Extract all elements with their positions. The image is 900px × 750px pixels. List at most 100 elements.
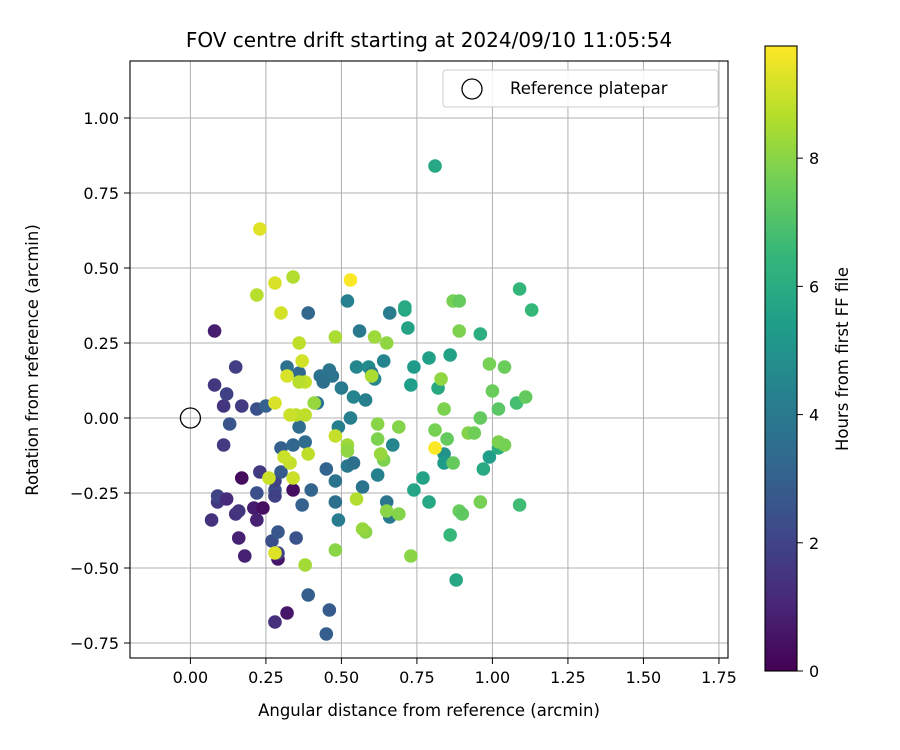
scatter-point: [328, 330, 343, 344]
x-tick-label: 0.75: [399, 668, 435, 687]
scatter-point: [355, 522, 370, 536]
scatter-point: [398, 300, 412, 314]
scatter-point: [512, 282, 527, 296]
scatter-point: [250, 513, 264, 527]
scatter-point: [367, 330, 382, 344]
scatter-point: [485, 384, 500, 398]
scatter-point: [298, 408, 312, 422]
colorbar-tick-label: 2: [809, 534, 819, 553]
legend: Reference platepar: [442, 69, 719, 108]
scatter-point: [370, 468, 385, 482]
scatter-point: [292, 336, 306, 350]
scatter-point: [376, 354, 391, 368]
scatter-point: [328, 474, 343, 488]
scatter-point: [256, 501, 270, 515]
scatter-point: [352, 324, 367, 338]
scatter-point: [283, 408, 297, 422]
scatter-point: [497, 360, 512, 374]
scatter-point: [319, 627, 334, 641]
scatter-point: [440, 432, 454, 446]
scatter-point: [473, 495, 488, 509]
scatter-point: [422, 351, 436, 365]
scatter-point: [467, 426, 482, 440]
scatter-point: [443, 528, 457, 542]
scatter-point: [286, 483, 300, 497]
colorbar-tick-label: 4: [809, 406, 819, 425]
colorbar: 0 2 4 6 8 Hours from first FF file: [764, 45, 852, 681]
colorbar-ticks: 0 2 4 6 8: [797, 149, 819, 681]
reference-point-marker: [179, 407, 202, 429]
scatter-point: [292, 420, 306, 434]
scatter-point: [280, 606, 294, 620]
colorbar-tick-label: 0: [809, 662, 819, 681]
scatter-point: [268, 489, 282, 503]
x-axis-label: Angular distance from reference (arcmin): [258, 701, 600, 720]
scatter-point: [437, 402, 451, 416]
scatter-point: [277, 450, 291, 464]
scatter-point: [434, 372, 448, 386]
scatter-point: [343, 273, 358, 287]
scatter-point: [286, 270, 300, 284]
scatter-point: [234, 471, 249, 485]
scatter-point: [428, 441, 442, 455]
x-tick-label: 0.00: [173, 668, 209, 687]
scatter-point: [404, 549, 418, 563]
scatter-point: [385, 438, 400, 452]
scatter-point: [404, 378, 418, 392]
scatter-point: [370, 417, 385, 431]
scatter-point: [512, 498, 527, 512]
scatter-point: [355, 480, 370, 494]
scatter-point: [268, 276, 282, 290]
scatter-point: [358, 393, 373, 407]
scatter-point: [373, 447, 388, 461]
scatter-point: [228, 360, 243, 374]
scatter-point: [497, 438, 512, 452]
scatter-point: [268, 546, 282, 560]
scatter-point: [401, 321, 415, 335]
scatter-point: [253, 222, 267, 236]
scatter-point: [268, 615, 282, 629]
scatter-point: [295, 498, 309, 512]
scatter-point: [325, 369, 340, 383]
scatter-point: [391, 507, 406, 521]
colorbar-label: Hours from first FF file: [833, 267, 852, 451]
scatter-point: [379, 336, 394, 350]
scatter-point: [452, 324, 467, 338]
scatter-point: [301, 306, 315, 320]
scatter-point: [407, 360, 421, 374]
scatter-point: [274, 306, 288, 320]
scatter-point: [455, 507, 470, 521]
scatter-point: [216, 438, 231, 452]
scatter-point: [473, 411, 488, 425]
legend-label: Reference platepar: [510, 79, 668, 98]
scatter-point: [518, 390, 533, 404]
scatter-point: [292, 375, 306, 389]
scatter-point: [346, 456, 361, 470]
scatter-point: [237, 549, 252, 563]
scatter-point: [234, 399, 249, 413]
scatter-point: [334, 381, 349, 395]
scatter-point: [274, 465, 288, 479]
y-tick-label: −0.25: [70, 484, 119, 503]
plot-frame: [129, 60, 729, 659]
scatter-point: [428, 423, 442, 437]
scatter-point: [286, 438, 300, 452]
scatter-point: [491, 402, 506, 416]
scatter-point: [340, 294, 355, 308]
scatter-point: [298, 435, 312, 449]
scatter-point: [207, 378, 222, 392]
scatter-point: [382, 306, 397, 320]
scatter-point: [319, 462, 334, 476]
scatter-point: [524, 303, 539, 317]
x-tick-label: 0.25: [248, 668, 284, 687]
reference-layer: [179, 407, 202, 429]
scatter-point: [231, 504, 246, 518]
y-axis-ticks: −0.75 −0.50 −0.25 0.00 0.25 0.50 0.75 1.00: [70, 109, 130, 653]
data-points: [204, 159, 539, 641]
colorbar-tick-label: 8: [809, 149, 819, 168]
scatter-point: [250, 486, 264, 500]
scatter-point: [304, 483, 319, 497]
scatter-point: [379, 504, 394, 518]
scatter-point: [298, 558, 312, 572]
